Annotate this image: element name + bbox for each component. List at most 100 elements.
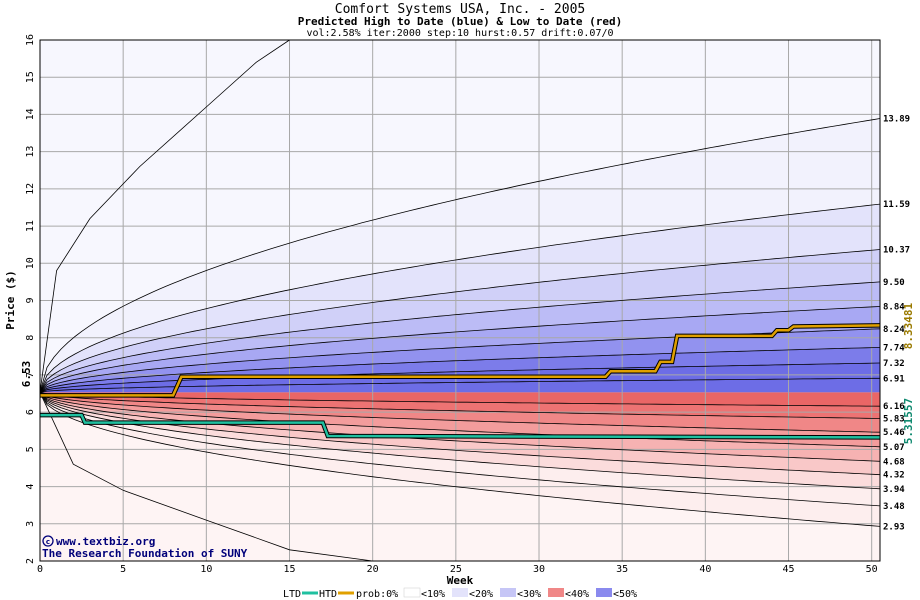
ltd-end-label: 5.31557: [902, 398, 915, 444]
end-label-14: 4.32: [883, 471, 905, 481]
end-label-3: 9.50: [883, 278, 905, 288]
credit-url: www.textbiz.org: [56, 535, 155, 548]
end-label-11: 5.46: [883, 428, 905, 438]
x-tick-20: 20: [367, 564, 379, 575]
y-tick-3: 3: [25, 521, 36, 527]
quantile-line-16: [39, 392, 881, 507]
ltd-series-line: [40, 413, 881, 439]
x-tick-40: 40: [699, 564, 711, 575]
legend: LTD HTD prob:0% <10% <20% <30% <40% <50%: [283, 587, 637, 600]
end-label-6: 7.74: [883, 343, 905, 353]
y-tick-4: 4: [25, 484, 36, 490]
quantile-line-17: [39, 392, 881, 527]
legend-htd-label: HTD: [319, 589, 337, 600]
high-band-0: [40, 118, 880, 393]
y-tick-9: 9: [25, 297, 36, 303]
end-label-15: 3.94: [883, 485, 905, 495]
x-axis-label: Week: [447, 574, 474, 587]
high-band-3: [40, 281, 880, 393]
y-tick-14: 14: [25, 108, 36, 120]
x-tick-25: 25: [450, 564, 462, 575]
legend-swatch-30: [548, 588, 564, 597]
low-band-3: [40, 392, 880, 447]
htd-series-line: [40, 324, 881, 397]
y-tick-labels: 2 3 4 5 6 7 8 9 10 11 12 13 14 15 16: [25, 34, 36, 564]
chart-subtitle: Predicted High to Date (blue) & Low to D…: [298, 15, 623, 28]
copyright-icon-glyph: c: [46, 538, 50, 546]
legend-bin-50: <50%: [613, 589, 637, 600]
end-label-5: 8.24: [883, 325, 905, 335]
series-lines: [40, 323, 881, 440]
y-tick-11: 11: [25, 220, 36, 232]
x-tick-labels: 0 5 10 15 20 25 30 35 40 45 50: [37, 564, 878, 575]
y-tick-5: 5: [25, 446, 36, 452]
quantile-line-14: [39, 392, 881, 476]
end-label-2: 10.37: [883, 246, 910, 256]
credit-org: The Research Foundation of SUNY: [42, 547, 248, 560]
quantile-line-4: [39, 306, 881, 393]
low-band-8: [40, 392, 880, 527]
htd-end-label: 8.33481: [902, 302, 915, 349]
y-tick-2: 2: [25, 558, 36, 564]
low-band-6: [40, 392, 880, 489]
quantile-line-15: [39, 392, 881, 490]
low-band-5: [40, 392, 880, 475]
legend-swatch-10: [452, 588, 468, 597]
end-label-7: 7.32: [883, 359, 905, 369]
start-price-label: 6.53: [20, 361, 33, 388]
quantile-line-11: [39, 392, 881, 433]
legend-bin-10: <10%: [421, 589, 445, 600]
credit-block: c www.textbiz.org The Research Foundatio…: [42, 535, 248, 560]
end-label-16: 3.48: [883, 502, 905, 512]
x-tick-35: 35: [616, 564, 628, 575]
legend-swatch-40: [596, 588, 612, 597]
x-tick-30: 30: [533, 564, 545, 575]
end-label-1: 11.59: [883, 200, 910, 210]
y-tick-16: 16: [25, 34, 36, 46]
envelope-high: [39, 39, 290, 393]
low-band-7: [40, 392, 880, 506]
y-tick-8: 8: [25, 335, 36, 341]
x-tick-50: 50: [866, 564, 878, 575]
high-band-6: [40, 347, 880, 393]
low-band-4: [40, 392, 880, 462]
copyright-icon: [42, 535, 54, 547]
y-tick-6: 6: [25, 409, 36, 415]
quantile-line-8: [39, 377, 880, 393]
quantile-line-1: [39, 203, 881, 393]
x-tick-5: 5: [120, 564, 126, 575]
end-label-12: 5.07: [883, 443, 905, 453]
envelope-low: [39, 392, 373, 562]
legend-bin-30: <30%: [517, 589, 541, 600]
low-band-0: [40, 392, 880, 407]
quantile-line-9: [39, 392, 881, 407]
quantile-line-3: [39, 281, 881, 393]
end-label-13: 4.68: [883, 457, 905, 467]
y-tick-15: 15: [25, 71, 36, 83]
end-label-0: 13.89: [883, 115, 910, 125]
x-tick-45: 45: [782, 564, 794, 575]
x-tick-10: 10: [200, 564, 212, 575]
quantile-line-0: [39, 118, 881, 393]
high-band-2: [40, 249, 880, 393]
legend-prob-prefix: prob:0%: [356, 589, 398, 600]
x-tick-0: 0: [37, 564, 43, 575]
end-label-9: 6.16: [883, 402, 905, 412]
legend-bin-20: <20%: [469, 589, 493, 600]
y-tick-10: 10: [25, 257, 36, 269]
end-label-4: 8.84: [883, 302, 905, 312]
quantile-line-12: [39, 392, 881, 448]
legend-swatch-20: [500, 588, 516, 597]
y-tick-7: 7: [25, 372, 36, 378]
quantile-end-labels: 13.89 11.59 10.37 9.50 8.84 8.24 7.74 7.32 6.91 6…: [883, 115, 910, 533]
chart-params: vol:2.58% iter:2000 step:10 hurst:0.57 d…: [306, 28, 613, 39]
end-label-10: 5.83: [883, 414, 905, 424]
legend-swatch-0: [403, 587, 421, 598]
x-tick-15: 15: [283, 564, 295, 575]
high-band-8: [40, 378, 880, 393]
legend-bin-40: <40%: [565, 589, 589, 600]
chart-title: Comfort Systems USA, Inc. - 2005: [335, 2, 585, 17]
high-band-1: [40, 204, 880, 393]
end-label-17: 2.93: [883, 522, 905, 532]
quantile-line-10: [39, 392, 881, 419]
